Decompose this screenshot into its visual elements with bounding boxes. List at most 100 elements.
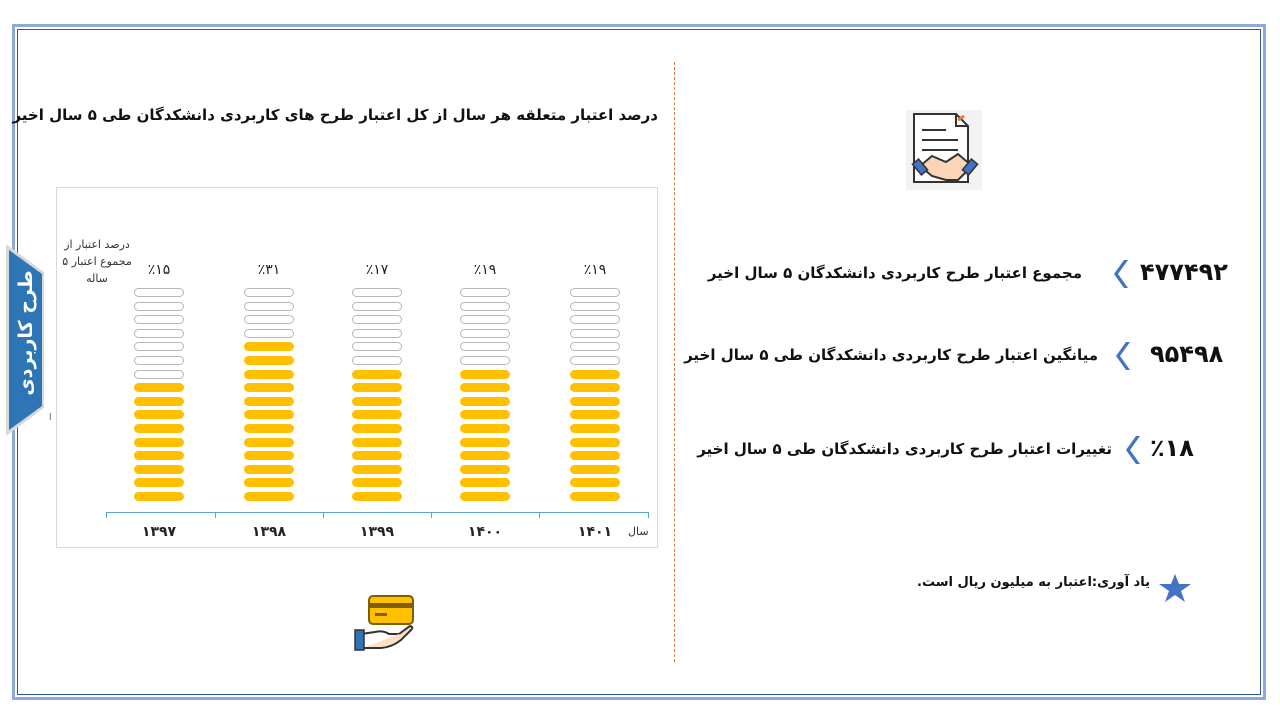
stat-value: ۴۷۷۴۹۲ [1140,258,1228,286]
x-tick-label: ۱۴۰۱ [577,524,613,540]
bar-segment-filled [460,478,510,488]
bar-segment-filled [244,383,294,393]
bar-segment-filled [460,464,510,474]
bar-segment-empty [134,369,184,379]
y-axis-label: درصد اعتبار از مجموع اعتبار ۵ ساله [62,238,132,285]
stat-label: مجموع اعتبار طرح کاربردی دانشکدگان ۵ سال… [707,264,1082,282]
bar-segment-filled [460,437,510,447]
side-tab[interactable]: طرح کاربردی [6,244,44,436]
bar-segment-empty [352,315,402,325]
bar-segment-filled [352,451,402,461]
bar-segment-filled [244,342,294,352]
bar-segment-empty [570,315,620,325]
bar-segment-empty [352,356,402,365]
bar-segment-filled [134,437,184,447]
x-tick-mark [106,512,107,518]
bar-segment-filled [134,424,184,433]
x-tick-label: ۱۴۰۰ [467,524,503,540]
bar-segment-filled [352,424,402,433]
bar-segment-filled [570,396,620,406]
bar-segment-filled [134,464,184,474]
bar-segment-filled [570,492,620,501]
x-axis-label: سال [628,525,649,538]
x-axis-line [106,512,648,513]
bar-segment-filled [244,369,294,379]
bar-segment-filled [460,492,510,501]
stray-mark: ا [49,413,52,423]
x-tick-mark [323,512,324,518]
bar-segment-filled [570,437,620,447]
bar-value-label: ٪۱۹ [583,262,607,278]
stat-value: ٪۱۸ [1150,434,1194,462]
side-tab-shape [6,244,44,436]
bar-segment-filled [352,369,402,379]
bar-segment-empty [570,288,620,297]
bar-segment-empty [460,328,510,338]
bar-segment-empty [244,288,294,297]
stat-label: تغییرات اعتبار طرح کاربردی دانشکدگان طی … [697,440,1112,458]
bar-segment-empty [352,301,402,311]
bar-segment-empty [352,328,402,338]
bar-segment-empty [134,315,184,325]
bar-segment-filled [352,464,402,474]
note-text: یاد آوری:اعتبار به میلیون ریال است. [917,575,1150,590]
bar-segment-empty [244,328,294,338]
bar-segment-empty [244,315,294,325]
bar-segment-filled [460,451,510,461]
bar-segment-empty [460,356,510,365]
section-divider [674,62,675,662]
bar-segment-filled [570,410,620,420]
bar-segment-empty [570,328,620,338]
bar-segment-filled [570,424,620,433]
bar-segment-filled [570,451,620,461]
bar-segment-filled [244,410,294,420]
x-tick-mark [215,512,216,518]
chart-area [56,187,658,548]
bar-segment-filled [244,424,294,433]
bar-segment-filled [352,492,402,501]
chevron-left-icon [1126,436,1140,464]
bar-segment-empty [134,301,184,311]
bar-segment-filled [134,396,184,406]
bar-segment-filled [570,464,620,474]
bar-segment-filled [134,478,184,488]
x-tick-mark [648,512,649,518]
bar-segment-empty [352,288,402,297]
credit-card-hand-icon [354,595,414,651]
bar-value-label: ٪۱۷ [365,262,389,278]
bar-segment-filled [460,396,510,406]
bar-segment-filled [352,383,402,393]
stat-value: ۹۵۴۹۸ [1150,340,1224,368]
bar-segment-empty [570,342,620,352]
bar-segment-filled [460,410,510,420]
bar-segment-empty [460,342,510,352]
bar-segment-empty [134,288,184,297]
bar-segment-empty [460,288,510,297]
bar-segment-filled [460,383,510,393]
bar-segment-empty [244,301,294,311]
x-tick-mark [539,512,540,518]
bar-segment-empty [460,315,510,325]
chart-title: درصد اعتبار متعلقه هر سال از کل اعتبار ط… [12,106,658,124]
chevron-left-icon [1114,260,1128,288]
bar-segment-filled [570,369,620,379]
bar-value-label: ٪۳۱ [257,262,281,278]
bar-segment-filled [134,383,184,393]
star-icon [1159,574,1191,602]
bar-segment-filled [244,437,294,447]
bar-segment-empty [460,301,510,311]
bar-segment-filled [460,369,510,379]
bar-value-label: ٪۱۵ [147,262,171,278]
bar-segment-filled [352,396,402,406]
bar-segment-filled [244,478,294,488]
x-tick-label: ۱۳۹۷ [141,524,177,540]
bar-segment-filled [352,437,402,447]
bar-segment-filled [244,492,294,501]
bar-segment-filled [244,464,294,474]
bar-segment-empty [570,356,620,365]
bar-segment-filled [134,410,184,420]
stat-label: میانگین اعتبار طرح کاربردی دانشکدگان طی … [684,346,1098,364]
bar-segment-empty [134,342,184,352]
bar-segment-filled [352,410,402,420]
bar-segment-filled [244,356,294,365]
